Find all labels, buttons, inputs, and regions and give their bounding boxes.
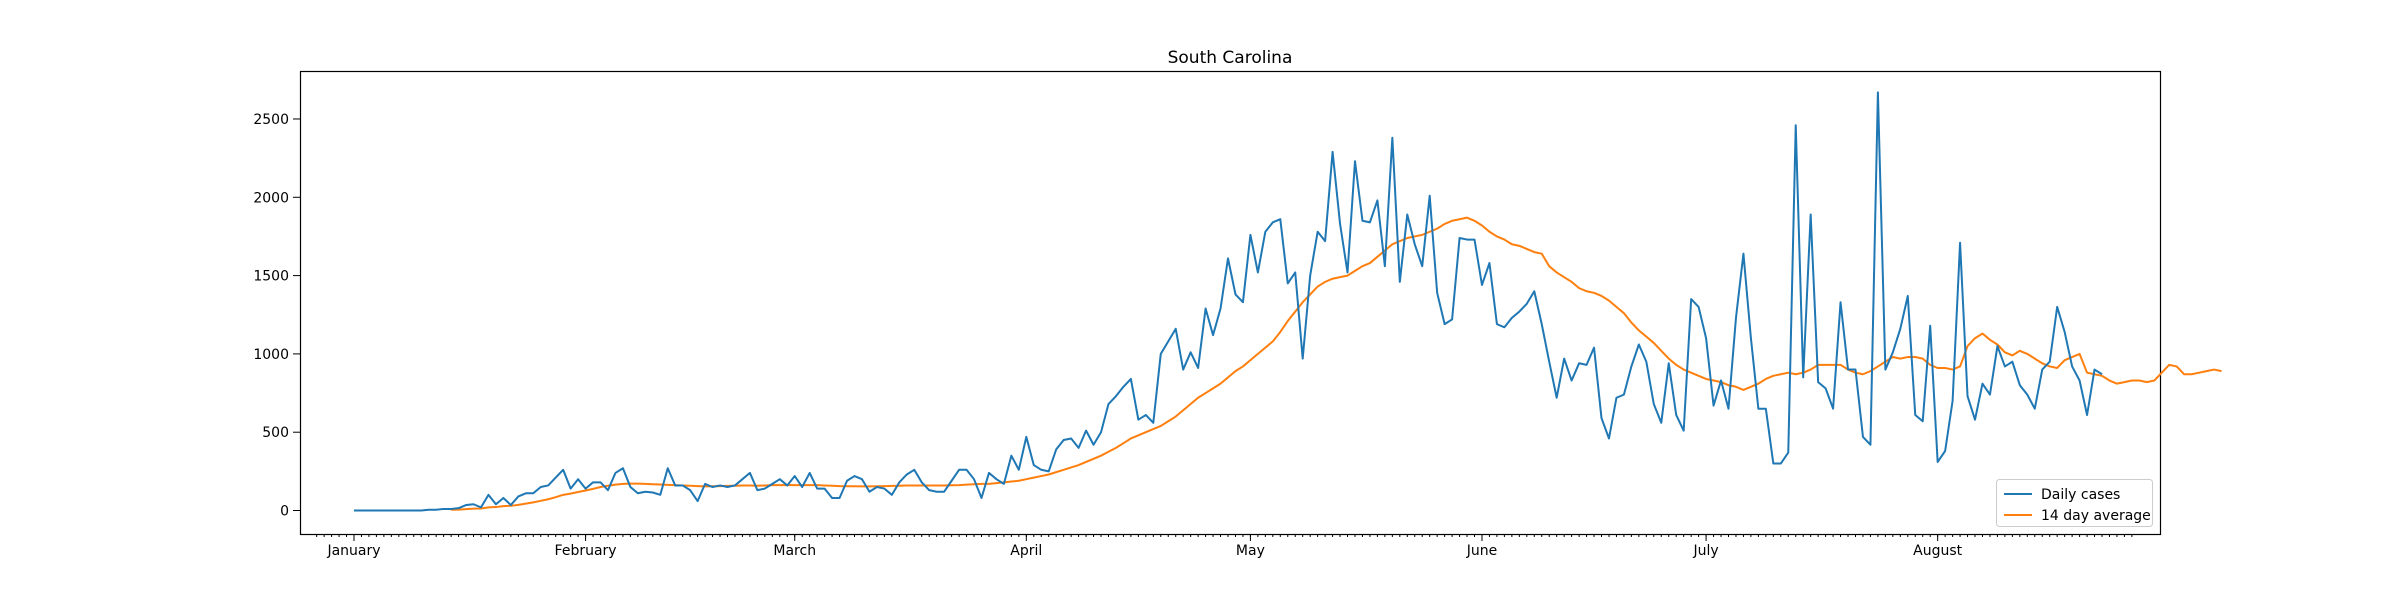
x-tick-label: January: [326, 543, 380, 559]
x-tick-label: February: [555, 543, 617, 559]
legend-box: [1996, 479, 2153, 527]
x-tick-label: May: [1236, 543, 1265, 559]
series-line-daily-cases: [354, 91, 2103, 512]
x-tick-label: August: [1913, 543, 1963, 559]
chart-title: South Carolina: [1168, 48, 1293, 68]
legend-label-daily-cases: Daily cases: [2041, 487, 2120, 503]
x-tick-label: March: [773, 543, 816, 559]
x-tick-label: April: [1010, 543, 1042, 559]
y-tick-label: 0: [280, 504, 289, 520]
y-axis: 0 500 1000 1500 2000 2500: [253, 112, 300, 520]
y-tick-label: 1000: [253, 347, 289, 363]
legend: Daily cases 14 day average: [1996, 479, 2153, 527]
y-tick-label: 2000: [253, 190, 289, 206]
y-tick-label: 1500: [253, 269, 289, 285]
plot-frame: [299, 70, 2162, 536]
y-tick-label: 2500: [253, 112, 289, 128]
legend-label-14-day-average: 14 day average: [2041, 508, 2151, 524]
x-tick-label: July: [1692, 543, 1718, 559]
y-tick-label: 500: [262, 425, 289, 441]
series-line-14-day-average: [451, 216, 2222, 511]
x-tick-label: June: [1466, 543, 1498, 559]
x-axis: January February March April May June July Augu…: [316, 534, 2133, 559]
